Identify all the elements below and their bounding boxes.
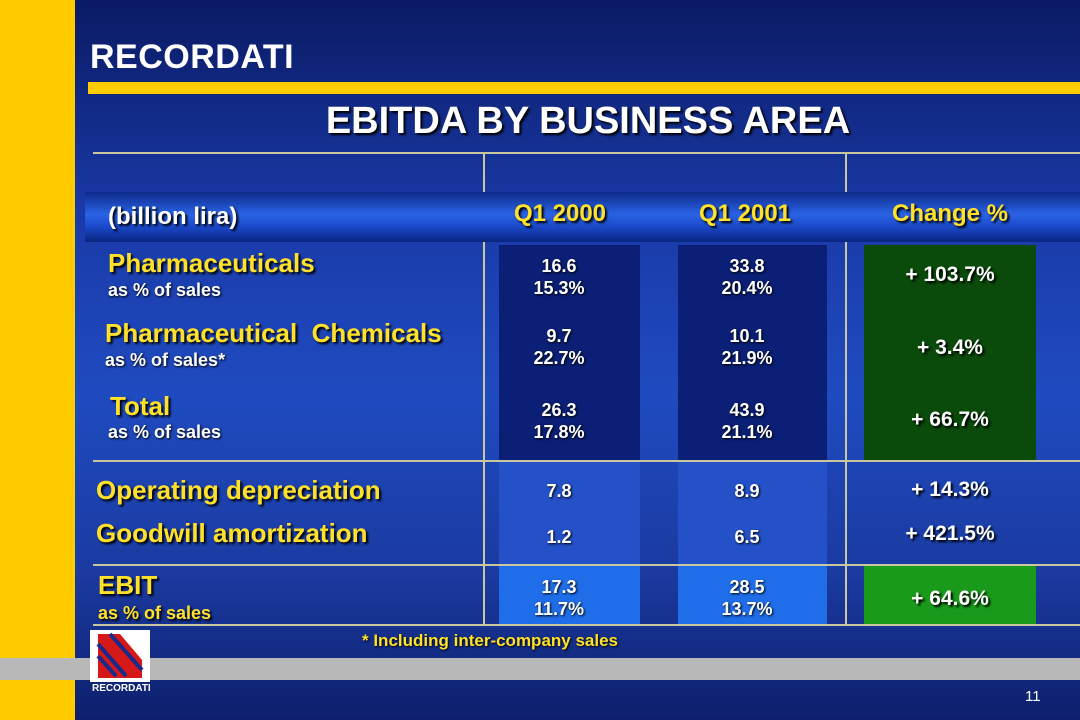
change-depreciation: + 14.3% [911, 478, 989, 501]
value-ebit-q1-2000: 17.3 11.7% [533, 577, 585, 619]
value-total-q1-2000: 26.3 17.8% [533, 400, 585, 442]
q1-2000-box-mid [499, 462, 640, 564]
value-depreciation-q1-2001: 8.9 [734, 481, 760, 501]
row-sub-ebit: as % of sales [98, 603, 212, 623]
q1-2001-box-bottom [678, 566, 827, 624]
column-header-q1-2001: Q1 2001 [698, 200, 792, 227]
value-pharmaceuticals-q1-2001: 33.8 20.4% [721, 256, 773, 298]
grid-line-bottom [93, 624, 1080, 626]
row-label-depreciation: Operating depreciation [96, 475, 381, 505]
change-box-top [864, 245, 1036, 460]
recordati-mark-icon [90, 630, 150, 682]
row-label-ebit: EBIT [98, 570, 158, 600]
change-pharmaceuticals: + 103.7% [905, 263, 995, 286]
column-header-q1-2000: Q1 2000 [513, 200, 607, 227]
value-goodwill-q1-2000: 1.2 [546, 527, 572, 547]
grid-line-col1 [483, 152, 485, 624]
recordati-logo: RECORDATI [90, 38, 295, 76]
value-chemicals-q1-2001: 10.1 21.9% [721, 326, 773, 368]
row-sub-chemicals: as % of sales* [105, 350, 226, 370]
value-depreciation-q1-2000: 7.8 [546, 481, 572, 501]
value-ebit-q1-2001: 28.5 13.7% [721, 577, 773, 619]
value-total-q1-2001: 43.9 21.1% [721, 400, 773, 442]
q1-2001-box-top [678, 245, 827, 460]
change-ebit: + 64.6% [911, 587, 989, 610]
value-chemicals-q1-2000: 9.7 22.7% [533, 326, 585, 368]
unit-label: (billion lira) [108, 203, 238, 230]
row-sub-total: as % of sales [108, 422, 222, 442]
bottom-gray-band [0, 658, 1080, 680]
column-header-change: Change % [891, 200, 1008, 227]
q1-2000-box-top [499, 245, 640, 460]
page-number: 11 [1025, 688, 1041, 705]
footnote: * Including inter-company sales [362, 631, 619, 650]
left-accent-bar [0, 0, 75, 720]
grid-line-middle [93, 460, 1080, 462]
grid-line-col2 [845, 152, 847, 624]
grid-line-top [93, 152, 1080, 154]
change-chemicals: + 3.4% [917, 336, 983, 359]
row-sub-pharmaceuticals: as % of sales [108, 280, 222, 300]
change-total: + 66.7% [911, 408, 989, 431]
value-goodwill-q1-2001: 6.5 [734, 527, 760, 547]
small-logo-text: RECORDATI [92, 683, 151, 694]
slide-title: EBITDA BY BUSINESS AREA [325, 100, 851, 142]
grid-line-lower [93, 564, 1080, 566]
row-label-goodwill: Goodwill amortization [96, 518, 368, 548]
row-label-chemicals: Pharmaceutical Chemicals [105, 318, 442, 348]
row-label-total: Total [110, 391, 171, 421]
column-header-band [85, 192, 1080, 242]
change-goodwill: + 421.5% [905, 522, 995, 545]
change-box-bottom [864, 566, 1036, 624]
header-rule [88, 82, 1080, 94]
q1-2001-box-mid [678, 462, 827, 564]
value-pharmaceuticals-q1-2000: 16.6 15.3% [533, 256, 585, 298]
row-label-pharmaceuticals: Pharmaceuticals [108, 248, 315, 278]
q1-2000-box-bottom [499, 566, 640, 624]
